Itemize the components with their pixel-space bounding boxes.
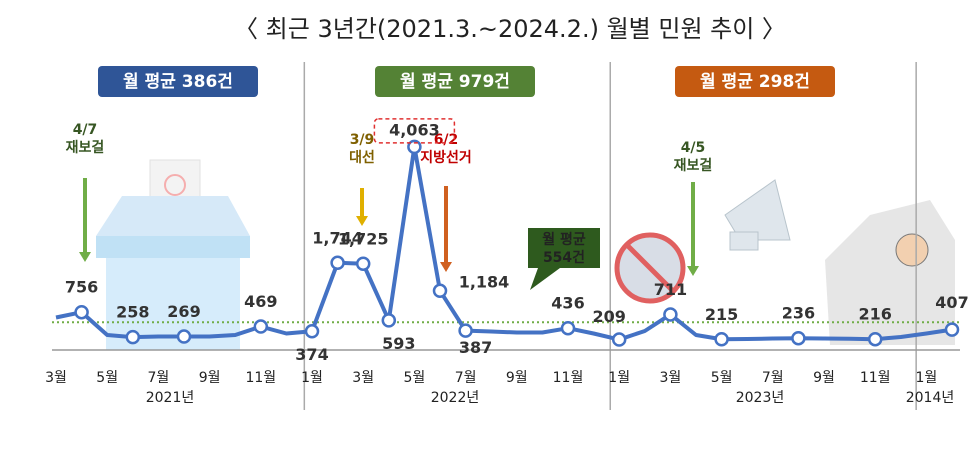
x-tick-label: 9월 — [813, 370, 835, 386]
chart-title: 〈 최근 3년간(2021.3.~2024.2.) 월별 민원 추이 〉 — [234, 15, 786, 43]
point-marker — [663, 307, 678, 322]
point-marker — [611, 332, 627, 347]
event-arrowhead — [440, 262, 452, 272]
point-marker — [867, 331, 883, 347]
point-marker — [407, 139, 422, 155]
point-marker — [330, 255, 345, 271]
event-date: 4/5 — [681, 140, 706, 156]
x-tick-label: 3월 — [660, 370, 682, 386]
x-tick-label: 5월 — [711, 370, 733, 386]
value-label: 1,744 — [312, 228, 363, 247]
value-label: 269 — [167, 302, 200, 321]
point-marker — [458, 323, 473, 338]
year-label: 2022년 — [431, 390, 480, 406]
value-label: 209 — [592, 307, 625, 326]
value-label: 711 — [654, 280, 687, 299]
point-marker — [176, 329, 192, 344]
value-label: 4,063 — [389, 120, 440, 139]
point-marker — [381, 313, 397, 328]
value-label: 387 — [459, 338, 492, 357]
event-label: 대선 — [349, 150, 375, 166]
x-tick-label: 5월 — [404, 370, 426, 386]
period-average-box — [675, 66, 835, 97]
value-label: 1,184 — [459, 272, 510, 291]
average-callout-label: 554건 — [543, 249, 585, 266]
point-marker — [560, 320, 576, 336]
x-tick-label: 9월 — [506, 370, 528, 386]
value-label: 258 — [116, 303, 149, 322]
event-date: 6/2 — [434, 132, 459, 148]
event-date: 3/9 — [350, 132, 375, 148]
period-average-box — [98, 66, 258, 97]
average-callout-label: 월 평균 — [542, 231, 586, 248]
period-average-label: 월 평균 298건 — [700, 72, 810, 92]
year-label: 2021년 — [146, 390, 195, 406]
no-parking-illustration — [614, 232, 686, 304]
point-marker — [432, 283, 448, 299]
event-arrowhead — [79, 252, 91, 262]
point-marker — [791, 330, 806, 346]
x-tick-label: 1월 — [301, 370, 323, 386]
point-marker — [74, 304, 89, 320]
event-arrowhead — [356, 216, 368, 226]
value-label: 236 — [782, 304, 815, 323]
megaphone-illustration — [724, 179, 791, 251]
point-marker — [355, 256, 371, 271]
value-label: 407 — [935, 293, 968, 312]
year-label: 2014년 — [906, 390, 955, 406]
x-tick-label: 7월 — [148, 370, 170, 386]
x-tick-label: 11월 — [860, 370, 891, 386]
year-label: 2023년 — [736, 390, 785, 406]
point-marker — [253, 319, 269, 334]
x-tick-label: 1월 — [916, 370, 938, 386]
value-label: 469 — [244, 292, 277, 311]
value-label: 436 — [551, 294, 584, 313]
x-tick-label: 7월 — [455, 370, 477, 386]
period-average-label: 월 평균 386건 — [123, 72, 233, 92]
point-marker — [304, 324, 320, 339]
value-label: 593 — [382, 334, 415, 353]
value-label: 215 — [705, 305, 738, 324]
x-tick-label: 3월 — [45, 370, 67, 386]
value-label: 1,725 — [338, 229, 389, 248]
average-callout — [528, 228, 600, 290]
period-average-box — [375, 66, 535, 97]
value-label: 216 — [858, 305, 891, 324]
point-marker — [125, 329, 141, 345]
point-marker — [944, 322, 960, 337]
event-label: 지방선거 — [420, 149, 472, 166]
period-average-label: 월 평균 979건 — [400, 72, 510, 92]
event-arrowhead — [687, 266, 699, 276]
x-tick-label: 7월 — [762, 370, 784, 386]
peak-highlight — [373, 118, 456, 144]
value-label: 756 — [65, 278, 98, 297]
event-date: 4/7 — [73, 122, 98, 138]
event-label: 재보걸 — [66, 140, 105, 156]
person-illustration — [825, 200, 955, 345]
x-tick-label: 3월 — [352, 370, 374, 386]
x-tick-label: 5월 — [96, 370, 118, 386]
value-label: 374 — [295, 345, 328, 364]
x-tick-label: 9월 — [199, 370, 221, 386]
x-tick-label: 11월 — [553, 370, 584, 386]
point-marker — [714, 332, 729, 347]
x-tick-label: 11월 — [245, 370, 276, 386]
event-label: 재보걸 — [674, 158, 713, 174]
x-tick-label: 1월 — [608, 370, 630, 386]
